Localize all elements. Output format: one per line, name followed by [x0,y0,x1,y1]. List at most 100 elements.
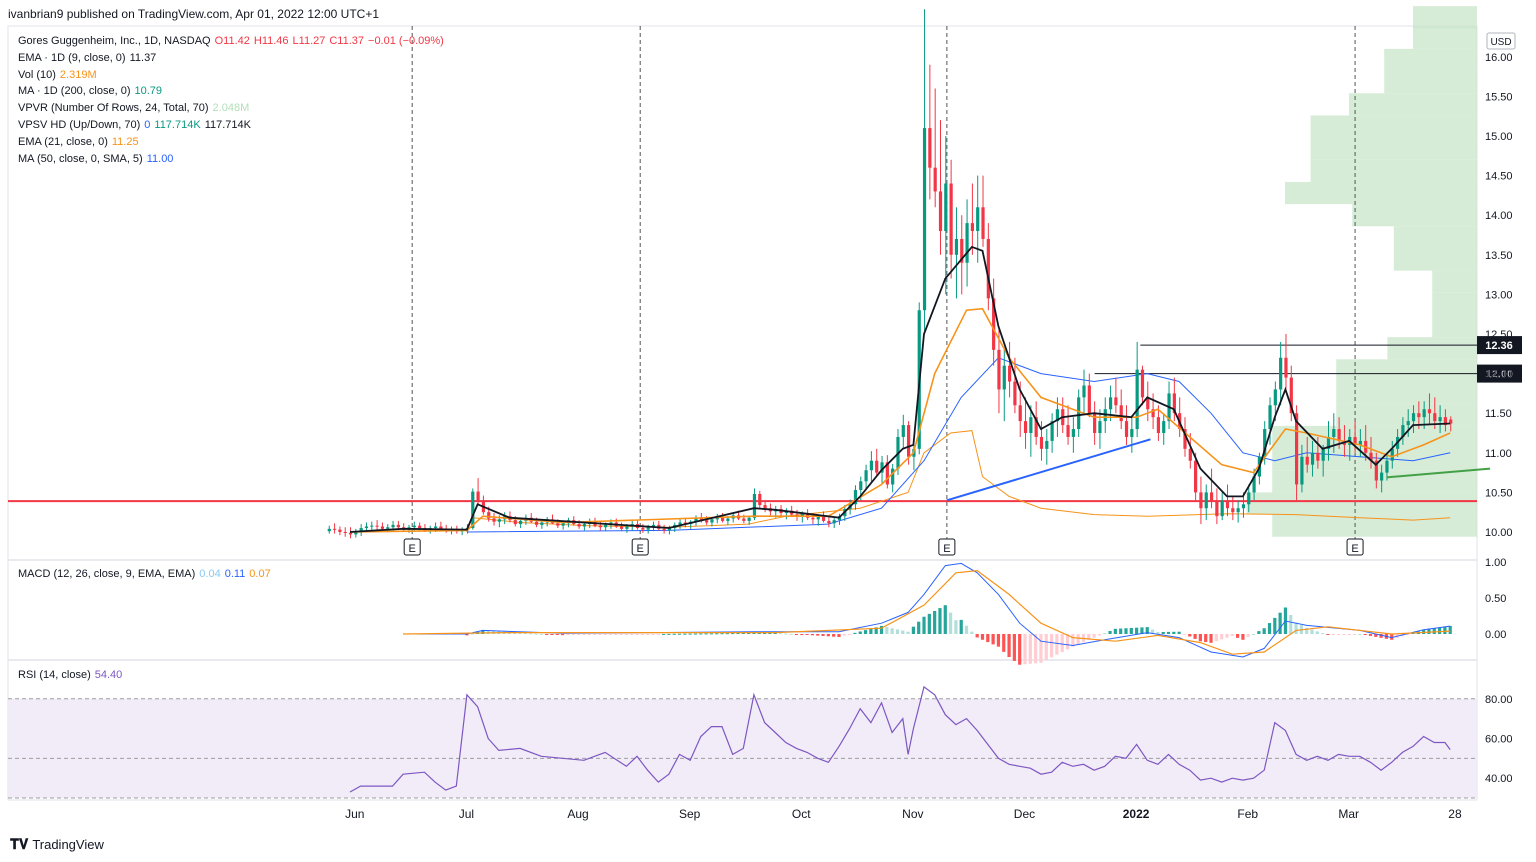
legend-row-4-label: VPVR (Number Of Rows, 24, Total, 70) [18,102,209,115]
candle-body-56 [625,526,629,529]
macd-bar-157 [1182,634,1187,635]
candle-body-11 [386,527,390,529]
candle-body-172 [1241,504,1246,509]
macd-bar-171 [1257,631,1261,634]
macd-bar-173 [1267,623,1272,634]
legend-row-5[interactable]: VPSV HD (Up/Down, 70) 0 117.714K 117.714K [18,119,251,131]
macd-bar-140 [1092,634,1096,638]
volume-profile-row-21 [1384,48,1477,72]
legend-row-6[interactable]: EMA (21, close, 0) 11.25 [18,136,139,148]
volume-profile-row-1 [1246,492,1477,515]
macd-bar-69 [715,633,719,635]
macd-bar-46 [592,634,597,635]
macd-bar-80 [773,632,777,634]
macd-bar-81 [778,633,783,635]
volume-profile-row-13 [1393,226,1477,249]
candle-body-178 [1273,389,1277,406]
macd-bar-108 [922,616,926,634]
legend-row-6-value-0: 11.25 [111,135,139,148]
candle-body-95 [832,520,836,524]
macd-bar-32 [518,632,522,634]
rsi-legend[interactable]: RSI (14, close) 54.40 [18,669,122,681]
macd-bar-112 [943,605,947,634]
macd-bar-186 [1336,634,1341,635]
candle-body-133 [1034,417,1038,437]
macd-bar-193 [1374,634,1378,637]
macd-bar-189 [1352,634,1357,635]
legend-row-2[interactable]: Vol (10) 2.319M [18,69,97,81]
macd-bar-68 [709,633,714,635]
legend-row-3[interactable]: MA · 1D (200, close, 0) 10.79 [18,85,162,97]
candle-body-189 [1332,429,1336,437]
volume-profile-row-4 [1272,425,1477,449]
macd-bar-154 [1166,631,1171,634]
candle-body-206 [1422,409,1426,418]
macd-bar-204 [1432,628,1436,634]
candle-body-80 [752,493,757,518]
candle-body-81 [758,493,762,506]
macd-bar-199 [1406,634,1410,635]
macd-bar-113 [948,612,953,634]
candle-body-154 [1146,397,1150,410]
candle-body-152 [1135,369,1139,430]
candle-body-140 [1071,429,1075,437]
legend-row-3-value-0: 10.79 [134,85,163,98]
footer[interactable]: 𝐓𝐕 TradingView [10,836,104,853]
candle-body-99 [853,490,858,505]
legend-row-0-value-0: O11.42 [214,35,250,47]
volume-line [466,430,1451,533]
macd-bar-65 [693,633,698,635]
candle-body-60 [646,527,650,530]
macd-bar-141 [1097,634,1102,636]
volume-profile-row-19 [1349,93,1477,116]
candle-body-121 [970,223,974,232]
candle-body-44 [561,523,565,526]
earnings-marker-label-3: E [1351,543,1358,555]
macd-bar-191 [1363,634,1367,635]
price-tick-8: 14.00 [1485,210,1513,222]
macd-bar-135 [1065,634,1070,650]
candle-body-122 [976,207,980,232]
macd-bar-118 [975,634,979,638]
macd-bar-50 [614,634,618,635]
legend-row-1[interactable]: EMA · 1D (9, close, 0) 11.37 [18,52,156,64]
candle-body-108 [901,425,905,437]
macd-bar-95 [853,632,857,634]
macd-bar-139 [1087,634,1091,640]
macd-bar-183 [1321,633,1325,635]
macd-bar-187 [1342,634,1346,635]
candle-body-170 [1231,508,1235,513]
candle-body-66 [678,522,682,525]
candle-body-89 [800,513,804,517]
legend-row-0[interactable]: Gores Guggenheim, Inc., 1D, NASDAQ O11.42… [18,35,444,47]
candle-body-148 [1114,397,1118,406]
candle-body-174 [1252,476,1256,493]
time-tick-0: Jun [345,807,364,821]
legend-row-5-value-2: 117.714K [204,119,251,131]
candle-body-2 [338,529,342,532]
volume-profile-row-0 [1272,514,1477,537]
candle-body-43 [556,523,560,526]
macd-bar-44 [582,634,586,635]
macd-bar-107 [917,621,921,634]
legend-row-6-label: EMA (21, close, 0) [18,135,108,148]
legend-row-4[interactable]: VPVR (Number Of Rows, 24, Total, 70) 2.04… [18,102,249,114]
candle-body-100 [859,481,863,491]
legend-row-2-value-0: 2.319M [59,68,97,81]
price-tick-11: 15.50 [1485,91,1513,103]
macd-bar-94 [848,634,852,635]
macd-bar-33 [523,633,527,635]
macd-bar-136 [1071,634,1075,647]
legend-row-7[interactable]: MA (50, close, 0, SMA, 5) 11.00 [18,153,173,165]
macd-bar-194 [1379,634,1383,638]
time-tick-6: Dec [1014,807,1035,821]
rsi-tick-2: 40.00 [1485,773,1513,785]
macd-bar-163 [1214,634,1218,642]
macd-legend[interactable]: MACD (12, 26, close, 9, EMA, EMA) 0.04 0.1… [18,568,271,580]
candle-body-7 [364,526,369,529]
macd-bar-131 [1044,634,1048,661]
macd-bar-117 [970,631,974,634]
legend-row-1-label: EMA · 1D (9, close, 0) [18,51,126,64]
candle-body-209 [1438,417,1442,422]
